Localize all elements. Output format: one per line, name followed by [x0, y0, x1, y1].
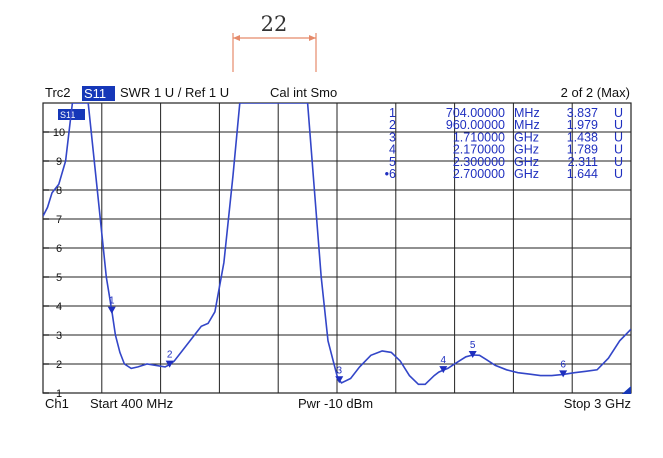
marker-table-vunit: U [614, 106, 623, 120]
marker-table-unit: MHz [514, 118, 540, 132]
marker-1-icon[interactable] [107, 306, 116, 314]
marker-table-freq: 2.700000 [453, 167, 505, 181]
y-tick-label: 6 [56, 243, 62, 255]
marker-table-freq: 704.00000 [446, 106, 505, 120]
dimension-label: 22 [261, 12, 288, 36]
marker-4-icon[interactable] [439, 366, 448, 374]
marker-table-value: 1.438 [567, 130, 598, 144]
marker-6-label: 6 [560, 359, 566, 370]
dimension-annotation: 22 [232, 12, 317, 72]
marker-table-n: 5 [389, 155, 396, 169]
page-indicator: 2 of 2 (Max) [561, 85, 630, 100]
param-badge[interactable] [82, 86, 115, 101]
format-label: SWR 1 U / Ref 1 U [120, 85, 229, 100]
marker-table: 1 704.00000 MHz 3.837 U 2 960.00000 MHz 1.979 U 3 1… [385, 106, 623, 181]
marker-table-n: 3 [389, 130, 396, 144]
y-tick-label: 7 [56, 214, 62, 226]
marker-table-value: 1.979 [567, 118, 598, 132]
marker-table-unit: GHz [514, 130, 539, 144]
marker-table-freq: 960.00000 [446, 118, 505, 132]
y-tick-label: 4 [56, 301, 62, 313]
marker-2-label: 2 [167, 350, 173, 361]
y-tick-labels: 1 2 3 4 5 6 7 8 9 10 [43, 127, 65, 400]
footer-bar: Ch1 Start 400 MHz Pwr -10 dBm Stop 3 GHz [45, 396, 631, 411]
marker-table-n: 1 [389, 106, 396, 120]
trace-badge-label: S11 [60, 110, 75, 120]
marker-table-n: 4 [389, 143, 396, 157]
marker-table-value: 2.311 [568, 155, 598, 169]
marker-table-value: 1.644 [567, 167, 598, 181]
marker-table-freq: 1.710000 [453, 130, 505, 144]
marker-4-label: 4 [441, 355, 447, 366]
marker-table-value: 3.837 [567, 106, 598, 120]
y-tick-label: 3 [56, 330, 62, 342]
marker-table-unit: GHz [514, 167, 539, 181]
y-tick-label: 9 [56, 156, 62, 168]
marker-table-vunit: U [614, 130, 623, 144]
start-frequency: Start 400 MHz [90, 396, 173, 411]
y-tick-label: 1 [56, 388, 62, 400]
y-tick-label: 5 [56, 272, 62, 284]
marker-table-n: 2 [389, 118, 396, 132]
marker-table-unit: GHz [514, 143, 539, 157]
marker-table-unit: GHz [514, 155, 539, 169]
s11-swr-trace [43, 103, 631, 386]
marker-3-label: 3 [336, 365, 342, 376]
cal-label: Cal int Smo [270, 85, 337, 100]
marker-table-vunit: U [614, 155, 623, 169]
trace-name: Trc2 [45, 85, 71, 100]
marker-table-value: 1.789 [567, 143, 598, 157]
stop-frequency: Stop 3 GHz [564, 396, 631, 411]
marker-1-label: 1 [109, 296, 115, 307]
marker-table-unit: MHz [514, 106, 540, 120]
marker-5-icon[interactable] [468, 350, 477, 358]
power-level: Pwr -10 dBm [298, 396, 373, 411]
marker-table-vunit: U [614, 167, 623, 181]
reference-position-icon [622, 386, 631, 394]
marker-table-vunit: U [614, 118, 623, 132]
param-label: S11 [84, 86, 106, 101]
channel-label: Ch1 [45, 396, 69, 411]
header-bar: Trc2 S11 SWR 1 U / Ref 1 U Cal int Smo 2… [45, 85, 630, 101]
markers: 1 2 3 4 5 6 [107, 296, 568, 384]
marker-5-label: 5 [470, 340, 476, 351]
marker-6-icon[interactable] [559, 370, 568, 378]
marker-3-icon[interactable] [335, 376, 344, 384]
marker-table-freq: 2.170000 [453, 143, 505, 157]
marker-table-n: •6 [385, 167, 396, 181]
marker-table-freq: 2.300000 [453, 155, 505, 169]
marker-table-vunit: U [614, 143, 623, 157]
y-tick-label: 2 [56, 359, 62, 371]
y-tick-label: 8 [56, 185, 62, 197]
y-tick-label: 10 [53, 127, 65, 139]
marker-2-icon[interactable] [165, 360, 174, 368]
grid [43, 103, 631, 394]
